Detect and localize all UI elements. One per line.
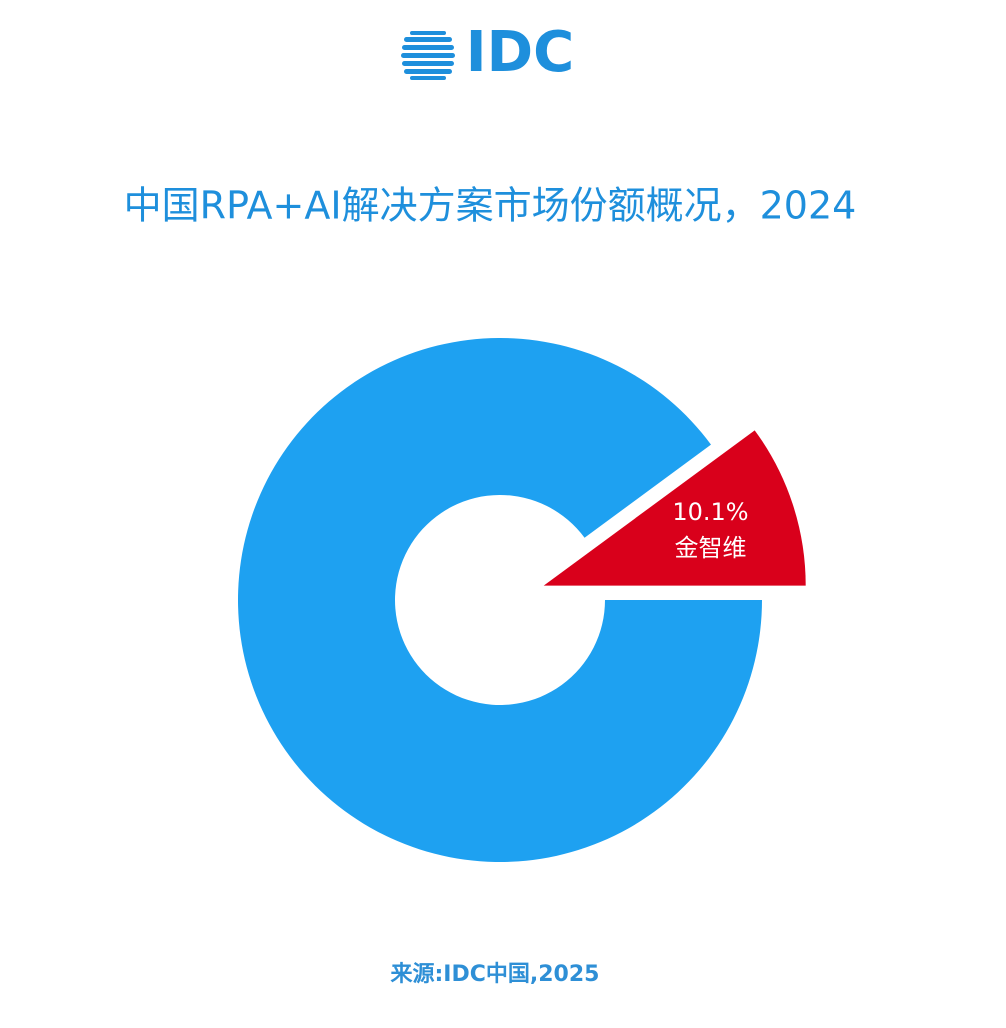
logo-globe bbox=[401, 31, 455, 80]
source-note: 来源:IDC中国,2025 bbox=[390, 962, 600, 987]
slice-category-label: 金智维 bbox=[674, 534, 746, 562]
chart-title: 中国RPA+AI解决方案市场份额概况，2024 bbox=[124, 184, 857, 228]
donut: 10.1% 金智维 bbox=[238, 338, 806, 862]
slice-value-label: 10.1% bbox=[672, 498, 748, 526]
donut-slice bbox=[238, 338, 763, 862]
logo-text: IDC bbox=[466, 20, 574, 85]
donut-slice bbox=[543, 430, 806, 586]
